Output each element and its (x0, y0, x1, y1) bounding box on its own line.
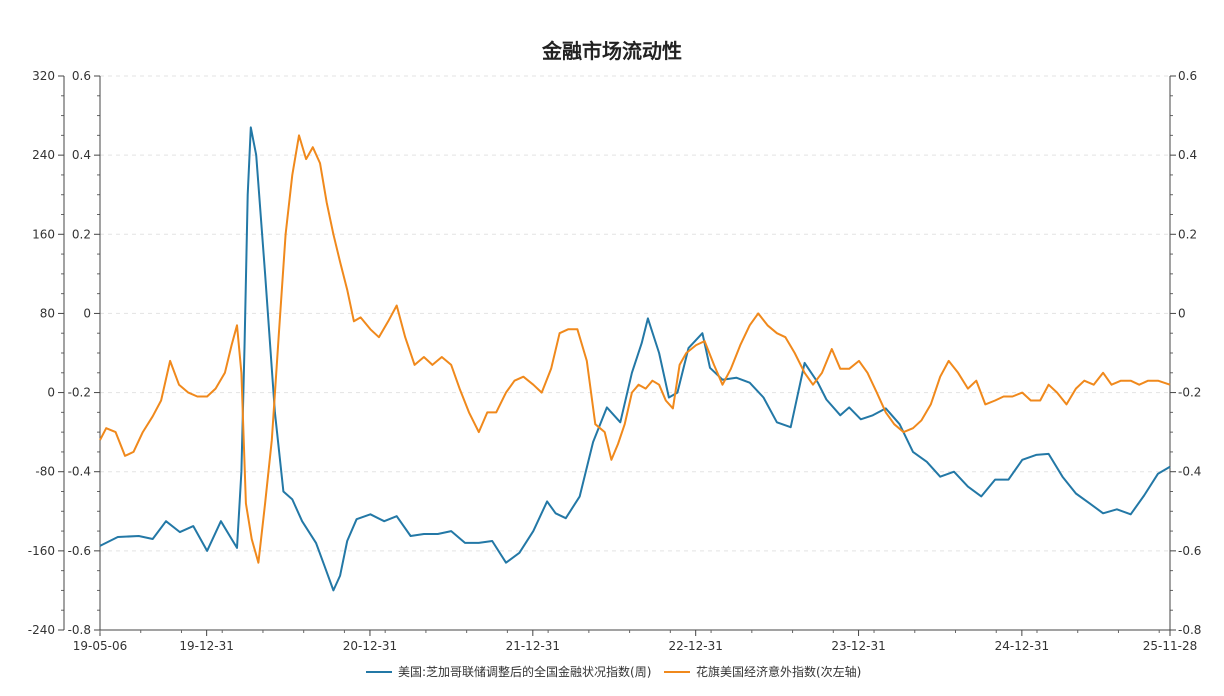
y-left-inner-tick-label: 0 (83, 306, 91, 320)
y-left-inner-tick-label: -0.4 (68, 465, 91, 479)
y-left-outer-tick-label: 80 (40, 306, 55, 320)
y-left-inner-tick-label: -0.6 (68, 544, 91, 558)
y-left-outer-tick-label: 320 (32, 69, 55, 83)
x-tick-label: 19-12-31 (179, 639, 233, 653)
x-tick-label: 24-12-31 (995, 639, 1049, 653)
x-tick-label: 22-12-31 (668, 639, 722, 653)
y-left-inner-tick-label: 0.6 (72, 69, 91, 83)
x-tick-label: 23-12-31 (831, 639, 885, 653)
x-tick-label: 25-11-28 (1143, 639, 1197, 653)
series-line-citi (99, 134, 1171, 564)
series-line-nfci (99, 126, 1171, 592)
y-left-outer-tick-label: 160 (32, 227, 55, 241)
y-right-tick-label: -0.2 (1178, 386, 1201, 400)
x-tick-label: 20-12-31 (343, 639, 397, 653)
y-left-outer-tick-label: -240 (28, 623, 55, 637)
y-right-tick-label: -0.8 (1178, 623, 1201, 637)
y-right-tick-label: 0.4 (1178, 148, 1197, 162)
y-left-outer-tick-label: 0 (47, 386, 55, 400)
y-left-inner-tick-label: 0.4 (72, 148, 91, 162)
y-left-inner-tick-label: -0.8 (68, 623, 91, 637)
x-tick-label: 19-05-06 (73, 639, 127, 653)
y-right-tick-label: 0 (1178, 306, 1186, 320)
y-right-tick-label: 0.6 (1178, 69, 1197, 83)
y-right-tick-label: -0.4 (1178, 465, 1201, 479)
tick-labels: 320 0.6 0.6 240 0.4 0.4 160 0.2 0.2 80 0 0 0 -0.2 -0.2… (28, 69, 1202, 653)
y-left-outer-tick-label: -160 (28, 544, 55, 558)
axes (58, 75, 1176, 636)
legend-label-citi: 花旗美国经济意外指数(次左轴) (696, 664, 861, 679)
legend: 美国:芝加哥联储调整后的全国金融状况指数(周) 花旗美国经济意外指数(次左轴) (366, 664, 861, 679)
y-left-outer-tick-label: -80 (35, 465, 55, 479)
y-right-tick-label: 0.2 (1178, 227, 1197, 241)
y-left-inner-tick-label: -0.2 (68, 386, 91, 400)
y-right-tick-label: -0.6 (1178, 544, 1201, 558)
y-left-inner-tick-label: 0.2 (72, 227, 91, 241)
chart-title: 金融市场流动性 (541, 39, 682, 63)
series-layer (99, 126, 1171, 592)
legend-label-nfci: 美国:芝加哥联储调整后的全国金融状况指数(周) (398, 664, 651, 679)
y-left-outer-tick-label: 240 (32, 148, 55, 162)
x-tick-label: 21-12-31 (506, 639, 560, 653)
